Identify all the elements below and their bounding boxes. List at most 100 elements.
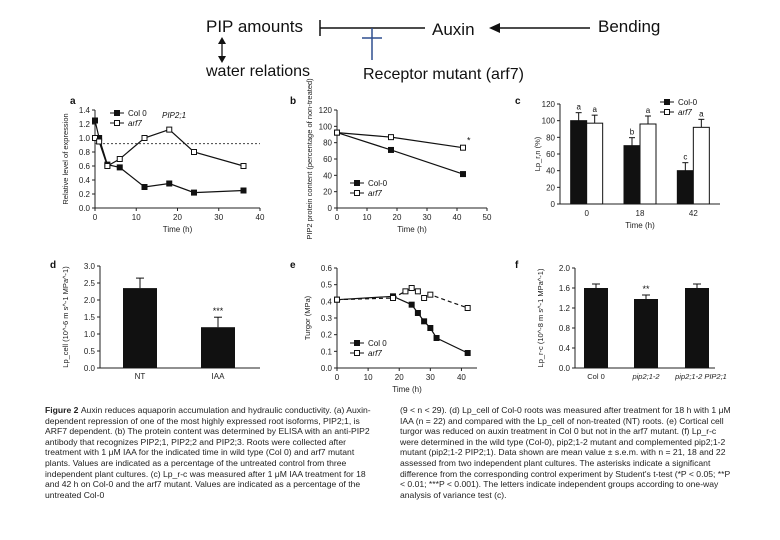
y-tick-label: 0.0 [79, 204, 91, 213]
y-axis-label: PIP2 protein content (percentage of non-… [305, 78, 314, 240]
data-point [427, 325, 434, 331]
x-tick-label: 40 [457, 373, 466, 382]
legend-marker [354, 180, 360, 186]
x-tick-label: 10 [364, 373, 373, 382]
data-point [141, 184, 148, 190]
data-point [433, 335, 440, 341]
significance-asterisks: *** [213, 306, 224, 316]
data-point [414, 288, 421, 295]
data-point [334, 129, 340, 136]
data-point [334, 296, 340, 303]
y-tick-label: 120 [319, 106, 333, 115]
y-tick-label: 1.2 [79, 120, 91, 129]
series-line-arf7 [94, 128, 244, 167]
x-tick-label: Col 0 [587, 372, 605, 381]
x-tick-label: 50 [483, 213, 492, 222]
caption-right-column: (9 < n < 29). (d) Lp_cell of Col-0 roots… [400, 405, 735, 535]
data-point [460, 171, 466, 178]
x-tick-label: pip2;1-2 [631, 372, 660, 381]
y-axis-label: Lp_r-c (10^-8 m s^-1 MPa^-1) [536, 268, 545, 367]
y-axis-label: Turgor (MPa) [303, 295, 312, 340]
x-tick-label: 10 [132, 213, 141, 222]
panel-letter: f [515, 260, 519, 271]
group-letter: c [683, 153, 687, 162]
bar [685, 288, 709, 368]
data-point [464, 350, 471, 356]
x-axis-label: Time (h) [163, 225, 193, 234]
x-tick-label: 0 [335, 373, 340, 382]
legend-marker [354, 350, 360, 356]
legend-label: arf7 [128, 119, 142, 128]
bar-arf7 [586, 122, 604, 205]
data-point [414, 310, 421, 316]
bar [584, 288, 608, 368]
y-tick-label: 1.5 [84, 313, 96, 322]
legend-marker [114, 110, 120, 116]
data-point [240, 187, 247, 194]
legend-label: Col-0 [678, 98, 698, 107]
x-tick-label: IAA [212, 372, 226, 381]
legend-marker [114, 120, 120, 126]
data-point [191, 149, 197, 155]
x-tick-label: 20 [173, 213, 182, 222]
legend-label: Col 0 [128, 109, 147, 118]
y-tick-label: 0.5 [84, 347, 96, 356]
x-tick-label: 10 [363, 213, 372, 222]
y-axis-label: Lp_r,n (%) [533, 136, 542, 171]
y-tick-label: 0.0 [321, 364, 333, 373]
group-letter: a [646, 106, 651, 115]
data-point [92, 117, 98, 124]
legend-label: arf7 [678, 108, 692, 117]
y-tick-label: 0.6 [79, 162, 91, 171]
group-letter: a [592, 105, 597, 114]
data-point [116, 164, 123, 171]
series-line-arf7 [336, 132, 464, 149]
y-tick-label: 0.4 [559, 344, 571, 353]
y-tick-label: 0.3 [321, 314, 333, 323]
legend-label: arf7 [368, 349, 382, 358]
y-tick-label: 1.4 [79, 106, 91, 115]
y-tick-label: 1.6 [559, 284, 571, 293]
bar-col-0 [623, 145, 641, 205]
y-tick-label: 20 [323, 188, 332, 197]
y-tick-label: 0.4 [79, 176, 91, 185]
panel-letter: d [50, 260, 56, 271]
data-point [460, 144, 466, 151]
x-tick-label: 40 [453, 213, 462, 222]
data-point [421, 318, 428, 325]
pip-water-double-arrow [218, 37, 226, 63]
panel-e: 0.0 0.1 0.2 0.3 0.4 0.5 0.6 e Turgor (MPa) Time (… [290, 260, 477, 394]
x-tick-label: 18 [636, 209, 645, 218]
bending-label: Bending [598, 17, 660, 36]
data-point [141, 135, 148, 141]
legend-label: Col-0 [368, 179, 388, 188]
bar [201, 327, 235, 368]
x-tick-label: 20 [395, 373, 404, 382]
y-tick-label: 0.8 [559, 324, 571, 333]
caption-figure-label: Figure 2 [45, 405, 79, 415]
x-tick-label: 20 [393, 213, 402, 222]
significance-asterisk: * [467, 136, 471, 146]
x-tick-label: 0 [584, 209, 589, 218]
data-point [92, 135, 98, 141]
y-tick-label: 60 [323, 155, 332, 164]
y-axis-label: Lp_cell (10^-6 m s^-1 MPa^-1) [61, 266, 70, 368]
receptor-mutant-label: Receptor mutant (arf7) [363, 66, 524, 83]
panel-letter: a [70, 96, 76, 107]
bending-to-auxin-arrow [489, 23, 590, 33]
panel-letter: b [290, 96, 296, 107]
y-tick-label: 0.0 [559, 364, 571, 373]
significance-asterisks: ** [642, 284, 650, 294]
y-tick-label: 100 [542, 117, 556, 126]
group-letter: a [699, 109, 704, 118]
y-tick-label: 0.6 [321, 264, 333, 273]
y-tick-label: 3.0 [84, 262, 96, 271]
x-tick-label: pip2;1-2 PIP2;1 [674, 372, 727, 381]
y-tick-label: 1.0 [84, 330, 96, 339]
y-tick-label: 2.5 [84, 279, 96, 288]
x-axis-label: Time (h) [392, 385, 422, 394]
legend-label: Col 0 [368, 339, 387, 348]
data-point [408, 285, 415, 291]
group-letter: b [630, 128, 635, 137]
